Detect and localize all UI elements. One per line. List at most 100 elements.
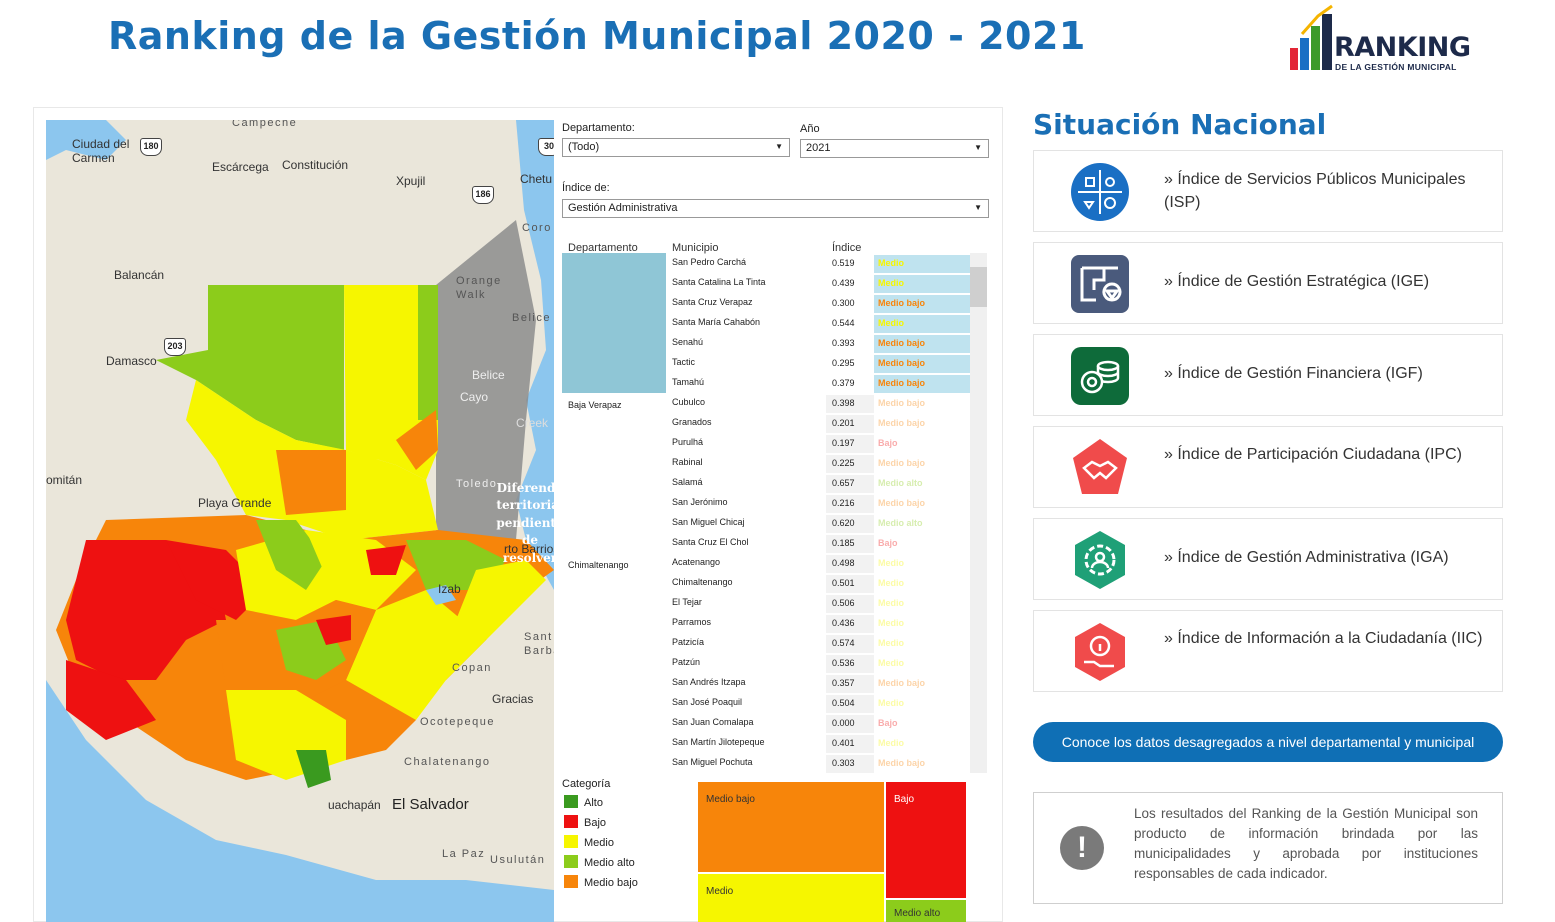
legend-swatch (564, 835, 578, 848)
legend-item[interactable]: Medio bajo (564, 875, 638, 889)
table-row[interactable]: San Miguel Pochuta 0.303 Medio bajo (562, 753, 988, 773)
card-iic-label: » Índice de Información a la Ciudadanía … (1164, 630, 1483, 647)
map-label-puerto-barrios: rto Barrios (504, 542, 554, 556)
map-label-escarcega: Escárcega (212, 160, 269, 174)
ranking-logo[interactable]: RANKING DE LA GESTIÓN MUNICIPAL (1288, 4, 1488, 74)
anio-select[interactable]: 2021 ▼ (800, 139, 989, 158)
card-iga[interactable]: » Índice de Gestión Administrativa (IGA) (1033, 518, 1503, 600)
territorial-dispute-label: Diferendo territorial pendiente de resol… (496, 481, 554, 565)
region-southwest-red (66, 660, 156, 740)
scrollbar-thumb[interactable] (970, 267, 987, 307)
indice-select[interactable]: Gestión Administrativa ▼ (562, 199, 989, 218)
row-categoria: Medio bajo (878, 418, 925, 428)
legend-item[interactable]: Alto (564, 795, 603, 809)
treemap-bajo[interactable]: Bajo (886, 782, 966, 898)
row-indice: 0.657 (826, 475, 874, 493)
highway-186-icon: 186 (472, 186, 494, 204)
table-row[interactable]: San Pedro Carchá 0.519 Medio (562, 253, 988, 273)
column-header-municipio[interactable]: Municipio (672, 242, 719, 254)
table-row[interactable]: San Jerónimo 0.216 Medio bajo (562, 493, 988, 513)
table-row[interactable]: Tactic 0.295 Medio bajo (562, 353, 988, 373)
row-departamento: Baja Verapaz (568, 400, 622, 410)
table-row[interactable]: Patzún 0.536 Medio (562, 653, 988, 673)
table-row[interactable]: El Tejar 0.506 Medio (562, 593, 988, 613)
legend-item[interactable]: Medio (564, 835, 614, 849)
row-municipio: Granados (672, 417, 712, 427)
legend-label: Medio alto (584, 857, 635, 869)
table-row[interactable]: San José Poaquil 0.504 Medio (562, 693, 988, 713)
row-categoria: Medio alto (878, 518, 923, 528)
card-ige[interactable]: » Índice de Gestión Estratégica (IGE) (1033, 242, 1503, 324)
row-municipio: Acatenango (672, 557, 721, 567)
table-row[interactable]: Senahú 0.393 Medio bajo (562, 333, 988, 353)
treemap-medio[interactable]: Medio (698, 874, 884, 922)
row-municipio: San Miguel Pochuta (672, 757, 753, 767)
card-isp[interactable]: » Índice de Servicios Públicos Municipal… (1033, 150, 1503, 232)
table-row[interactable]: San Martín Jilotepeque 0.401 Medio (562, 733, 988, 753)
row-indice: 0.295 (826, 355, 874, 373)
column-header-departamento[interactable]: Departamento (568, 242, 638, 254)
datos-desagregados-button[interactable]: Conoce los datos desagregados a nivel de… (1033, 722, 1503, 762)
row-municipio: El Tejar (672, 597, 702, 607)
finance-coins-icon (1071, 347, 1129, 405)
row-categoria: Medio (878, 598, 904, 608)
row-indice: 0.504 (826, 695, 874, 713)
table-row[interactable]: Chimaltenango Acatenango 0.498 Medio (562, 553, 988, 573)
card-ipc[interactable]: » Índice de Participación Ciudadana (IPC… (1033, 426, 1503, 508)
table-row[interactable]: San Juan Comalapa 0.000 Bajo (562, 713, 988, 733)
table-row[interactable]: Chimaltenango 0.501 Medio (562, 573, 988, 593)
legend-label: Alto (584, 797, 603, 809)
treemap-medio-bajo[interactable]: Medio bajo (698, 782, 884, 872)
departamento-filter-label: Departamento: (562, 122, 635, 134)
table-row[interactable]: Salamá 0.657 Medio alto (562, 473, 988, 493)
indice-filter-label: Índice de: (562, 182, 610, 194)
table-row[interactable]: Parramos 0.436 Medio (562, 613, 988, 633)
legend-item[interactable]: Bajo (564, 815, 606, 829)
map-label-damasco: Damasco (106, 354, 157, 368)
legend-swatch (564, 875, 578, 888)
card-iic[interactable]: » Índice de Información a la Ciudadanía … (1033, 610, 1503, 692)
table-row[interactable]: San Miguel Chicaj 0.620 Medio alto (562, 513, 988, 533)
map-label-usulutan: Usulután (490, 854, 546, 866)
table-row[interactable]: Baja Verapaz Cubulco 0.398 Medio bajo (562, 393, 988, 413)
row-municipio: Santa Cruz El Chol (672, 537, 749, 547)
table-row[interactable]: Santa Catalina La Tinta 0.439 Medio (562, 273, 988, 293)
table-row[interactable]: Purulhá 0.197 Bajo (562, 433, 988, 453)
map-label-campeche: Campeche (232, 120, 298, 129)
caribbean-sea (516, 120, 554, 590)
table-row[interactable]: Patzicía 0.574 Medio (562, 633, 988, 653)
map-canvas[interactable] (46, 120, 554, 922)
legend-label: Medio bajo (584, 877, 638, 889)
row-municipio: San Martín Jilotepeque (672, 737, 765, 747)
row-categoria: Bajo (878, 438, 898, 448)
row-indice: 0.303 (826, 755, 874, 773)
row-categoria: Medio bajo (874, 295, 970, 313)
column-header-indice[interactable]: Índice (832, 242, 862, 254)
region-peten-center (344, 285, 418, 460)
card-igf[interactable]: » Índice de Gestión Financiera (IGF) (1033, 334, 1503, 416)
treemap-medio-alto[interactable]: Medio alto (886, 900, 966, 922)
ranking-table[interactable]: San Pedro Carchá 0.519 Medio Santa Catalina… (562, 253, 988, 773)
table-row[interactable]: Tamahú 0.379 Medio bajo (562, 373, 988, 393)
selected-department-highlight[interactable] (562, 253, 666, 393)
row-indice: 0.506 (826, 595, 874, 613)
row-categoria: Bajo (878, 718, 898, 728)
row-municipio: San Jerónimo (672, 497, 728, 507)
departamento-select[interactable]: (Todo) ▼ (562, 138, 790, 157)
table-row[interactable]: Santa Cruz Verapaz 0.300 Medio bajo (562, 293, 988, 313)
chevron-down-icon: ▼ (974, 203, 982, 212)
region-alta-verapaz-red (366, 545, 406, 575)
map-label-chalatenango: Chalatenango (404, 756, 491, 768)
card-igf-label: » Índice de Gestión Financiera (IGF) (1164, 365, 1423, 382)
legend-item[interactable]: Medio alto (564, 855, 635, 869)
row-categoria: Medio (878, 638, 904, 648)
table-scrollbar[interactable] (970, 253, 987, 773)
row-indice: 0.393 (826, 335, 874, 353)
table-row[interactable]: San Andrés Itzapa 0.357 Medio bajo (562, 673, 988, 693)
table-row[interactable]: Santa Cruz El Chol 0.185 Bajo (562, 533, 988, 553)
municipal-map[interactable]: Campeche Ciudad del Carmen Escárcega Con… (46, 120, 554, 922)
table-row[interactable]: Granados 0.201 Medio bajo (562, 413, 988, 433)
table-row[interactable]: Santa María Cahabón 0.544 Medio (562, 313, 988, 333)
table-row[interactable]: Rabinal 0.225 Medio bajo (562, 453, 988, 473)
region-peten-west (156, 285, 344, 450)
